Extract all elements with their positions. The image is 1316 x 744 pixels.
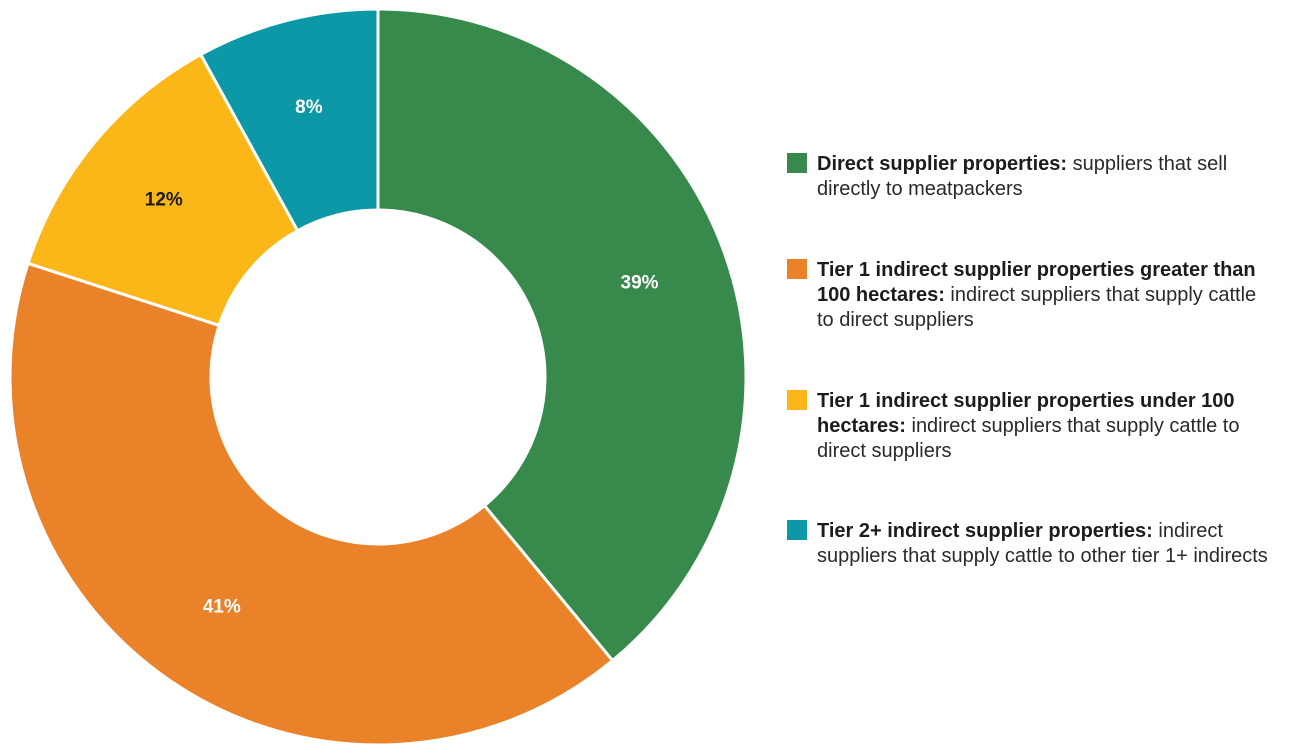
- legend-bold-tier1-over-100ha: Tier 1 indirect supplier properties grea…: [817, 259, 1256, 306]
- legend-desc-tier1-over-100ha: indirect suppliers that supply cattle to…: [817, 284, 1257, 331]
- legend-item-tier1-over-100ha: Tier 1 indirect supplier properties grea…: [787, 258, 1257, 333]
- legend-desc-tier2-plus: indirect suppliers that supply cattle to…: [817, 520, 1268, 567]
- slice-label-tier1-under-100ha: 12%: [145, 189, 183, 210]
- slice-labels: 39% 41% 12% 8%: [145, 97, 659, 617]
- legend-swatch-tier2-plus: [787, 520, 807, 540]
- legend-bold-tier1-under-100ha: Tier 1 indirect supplier properties unde…: [817, 390, 1235, 437]
- legend-bold-tier2-plus: Tier 2+ indirect supplier properties:: [817, 520, 1153, 542]
- slice-label-tier1-over-100ha: 41%: [203, 596, 241, 617]
- legend-swatch-direct-supplier: [787, 153, 807, 173]
- legend-desc-tier1-under-100ha: indirect suppliers that supply cattle to…: [817, 415, 1240, 462]
- slice-tier1-over-100ha: [8, 261, 615, 744]
- legend-desc-direct-supplier: suppliers that sell directly to meatpack…: [817, 153, 1228, 200]
- legend-bold-direct-supplier: Direct supplier properties:: [817, 153, 1068, 175]
- legend-text-direct-supplier: Direct supplier properties: suppliers th…: [817, 152, 1237, 202]
- slice-label-direct-supplier: 39%: [621, 272, 659, 293]
- donut-chart: 39% 41% 12% 8%: [8, 7, 748, 744]
- legend-item-tier1-under-100ha: Tier 1 indirect supplier properties unde…: [787, 389, 1292, 464]
- donut-slices: [8, 7, 748, 744]
- legend-swatch-tier1-under-100ha: [787, 390, 807, 410]
- slice-tier1-under-100ha: [26, 53, 300, 327]
- legend-text-tier1-over-100ha: Tier 1 indirect supplier properties grea…: [817, 258, 1257, 333]
- slice-direct-supplier: [376, 7, 748, 663]
- slice-tier2-plus: [199, 7, 380, 233]
- legend-swatch-tier1-over-100ha: [787, 259, 807, 279]
- legend-item-tier2-plus: Tier 2+ indirect supplier properties: in…: [787, 519, 1307, 569]
- legend-text-tier2-plus: Tier 2+ indirect supplier properties: in…: [817, 519, 1307, 569]
- slice-label-tier2-plus: 8%: [295, 97, 323, 118]
- legend-text-tier1-under-100ha: Tier 1 indirect supplier properties unde…: [817, 389, 1292, 464]
- legend-item-direct-supplier: Direct supplier properties: suppliers th…: [787, 152, 1237, 202]
